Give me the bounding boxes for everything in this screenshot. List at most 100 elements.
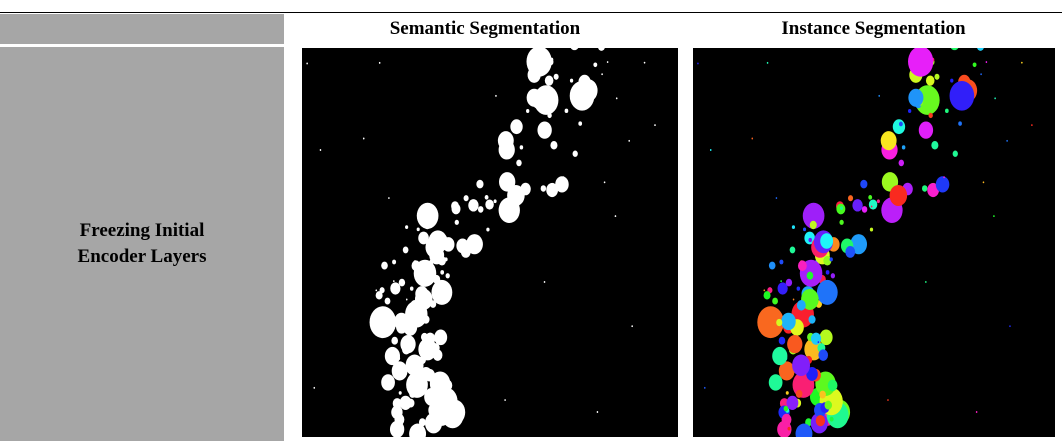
blob (555, 176, 569, 192)
blob (870, 228, 873, 232)
blob (410, 300, 419, 311)
blob (820, 233, 833, 248)
blob (826, 270, 830, 274)
blob (934, 74, 939, 80)
blob (899, 160, 904, 167)
blob (443, 380, 453, 392)
blob (424, 221, 431, 229)
blob (796, 390, 803, 398)
blob (828, 380, 838, 392)
blob (786, 396, 798, 410)
blob (772, 347, 787, 365)
blob (520, 145, 524, 149)
blob (381, 374, 395, 390)
blob (485, 199, 493, 209)
blob (928, 113, 932, 118)
blob (950, 79, 953, 83)
blob (478, 206, 484, 213)
top-rule (0, 12, 1062, 13)
blob (375, 289, 377, 291)
blob (578, 121, 582, 125)
blob (570, 79, 573, 83)
blob (388, 197, 390, 199)
blob (751, 138, 753, 140)
blob (697, 62, 699, 64)
blob (320, 149, 322, 151)
blob (468, 199, 478, 211)
blob (597, 411, 599, 413)
blob (950, 81, 975, 111)
blob (993, 215, 995, 217)
blob (526, 109, 529, 113)
blob (607, 61, 609, 63)
blob (816, 415, 825, 426)
header-cell: Instance Segmentation (685, 14, 1062, 44)
blob (644, 62, 646, 64)
blob (573, 151, 578, 157)
blob (779, 260, 783, 265)
blob (498, 131, 514, 150)
blob (455, 220, 459, 225)
blob (797, 287, 801, 291)
blob (792, 355, 810, 376)
blob (403, 247, 409, 254)
blob (788, 427, 791, 431)
blob (444, 417, 448, 422)
blob (704, 387, 706, 389)
blob (877, 199, 880, 203)
header-cell: Semantic Segmentation (290, 14, 680, 44)
blob (545, 75, 554, 85)
blob (871, 206, 873, 208)
blob (943, 176, 945, 178)
blob (945, 109, 949, 113)
blob (782, 414, 792, 426)
blob (862, 206, 868, 213)
blob (434, 391, 441, 399)
blob (787, 335, 802, 353)
blob (544, 281, 546, 283)
blob (550, 141, 557, 149)
blob (430, 415, 439, 426)
blob (598, 48, 605, 51)
blob (899, 122, 903, 127)
blob (931, 141, 938, 149)
blob (433, 349, 443, 361)
blob (831, 273, 835, 278)
blob (464, 195, 469, 201)
semantic-image (302, 48, 678, 437)
blob (764, 291, 771, 299)
blob (1006, 140, 1008, 142)
blob (628, 140, 630, 142)
blob (615, 215, 617, 217)
blob (563, 176, 565, 178)
blob (769, 262, 776, 270)
blob (1031, 124, 1033, 126)
blob (425, 333, 435, 345)
blob (406, 299, 408, 301)
blob (399, 391, 402, 395)
blob (839, 220, 843, 225)
blob (385, 298, 391, 305)
blob (406, 355, 424, 376)
blob (616, 97, 618, 99)
blob (973, 62, 977, 67)
blob (440, 270, 444, 274)
blob (570, 81, 595, 111)
blob (547, 113, 551, 118)
blob (435, 233, 448, 248)
blob (893, 119, 905, 134)
blob (776, 197, 778, 199)
blob (908, 109, 911, 113)
blob (869, 199, 877, 209)
blob (444, 257, 447, 261)
blob (527, 89, 542, 107)
blob (306, 62, 308, 64)
blob (390, 282, 400, 294)
blob (537, 122, 551, 139)
blob (769, 374, 783, 390)
blob (925, 281, 927, 283)
blob (825, 401, 832, 410)
blob (779, 337, 786, 345)
blob (399, 279, 405, 287)
blob (887, 399, 889, 401)
